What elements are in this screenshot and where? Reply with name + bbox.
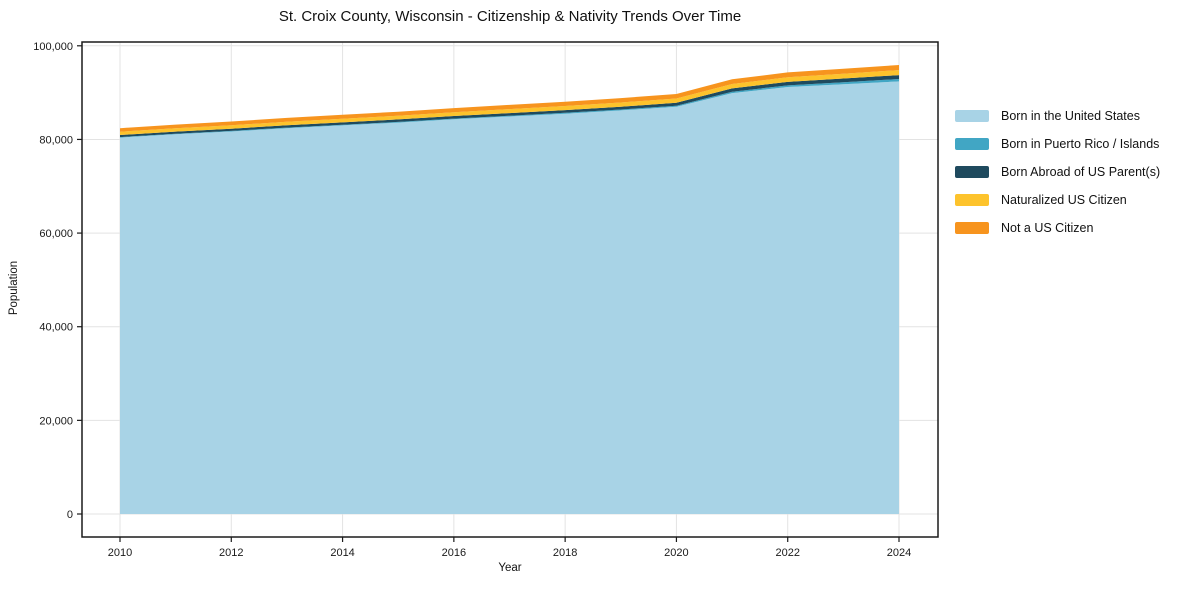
y-tick-label: 80,000 bbox=[39, 134, 73, 146]
legend-swatch-born-abroad bbox=[955, 166, 989, 178]
area-series-3 bbox=[120, 70, 899, 135]
legend-label: Naturalized US Citizen bbox=[1001, 193, 1127, 207]
legend-item-not-citizen: Not a US Citizen bbox=[955, 214, 1160, 242]
x-tick-label: 2012 bbox=[219, 547, 243, 559]
x-axis-label: Year bbox=[498, 562, 522, 574]
legend-label: Not a US Citizen bbox=[1001, 221, 1094, 235]
legend-swatch-not-citizen bbox=[955, 222, 989, 234]
x-tick-label: 2024 bbox=[887, 547, 911, 559]
area-series-0 bbox=[120, 81, 899, 515]
x-tick-label: 2016 bbox=[442, 547, 466, 559]
x-tick-label: 2018 bbox=[553, 547, 577, 559]
legend-item-naturalized: Naturalized US Citizen bbox=[955, 186, 1160, 214]
x-tick-label: 2022 bbox=[775, 547, 799, 559]
legend-item-born-in-puerto-rico: Born in Puerto Rico / Islands bbox=[955, 130, 1160, 158]
y-tick-label: 0 bbox=[67, 509, 73, 521]
chart-title: St. Croix County, Wisconsin - Citizenshi… bbox=[278, 8, 742, 25]
y-tick-label: 20,000 bbox=[39, 415, 73, 427]
area-series-4 bbox=[120, 65, 899, 132]
legend-swatch-born-in-us bbox=[955, 110, 989, 122]
y-tick-label: 60,000 bbox=[39, 228, 73, 240]
x-tick-label: 2020 bbox=[664, 547, 688, 559]
legend-item-born-in-us: Born in the United States bbox=[955, 102, 1160, 130]
y-axis-label: Population bbox=[8, 260, 20, 316]
legend: Born in the United States Born in Puerto… bbox=[955, 102, 1160, 242]
plot-border bbox=[81, 41, 939, 538]
legend-item-born-abroad: Born Abroad of US Parent(s) bbox=[955, 158, 1160, 186]
legend-swatch-born-in-puerto-rico bbox=[955, 138, 989, 150]
legend-swatch-naturalized bbox=[955, 194, 989, 206]
y-tick-label: 100,000 bbox=[33, 41, 73, 53]
x-tick-label: 2010 bbox=[108, 547, 132, 559]
x-tick-label: 2014 bbox=[330, 547, 354, 559]
area-series-2 bbox=[120, 75, 899, 138]
legend-label: Born in the United States bbox=[1001, 109, 1140, 123]
area-series-1 bbox=[120, 79, 899, 138]
legend-label: Born in Puerto Rico / Islands bbox=[1001, 137, 1160, 151]
legend-label: Born Abroad of US Parent(s) bbox=[1001, 165, 1161, 179]
y-tick-label: 40,000 bbox=[39, 322, 73, 334]
